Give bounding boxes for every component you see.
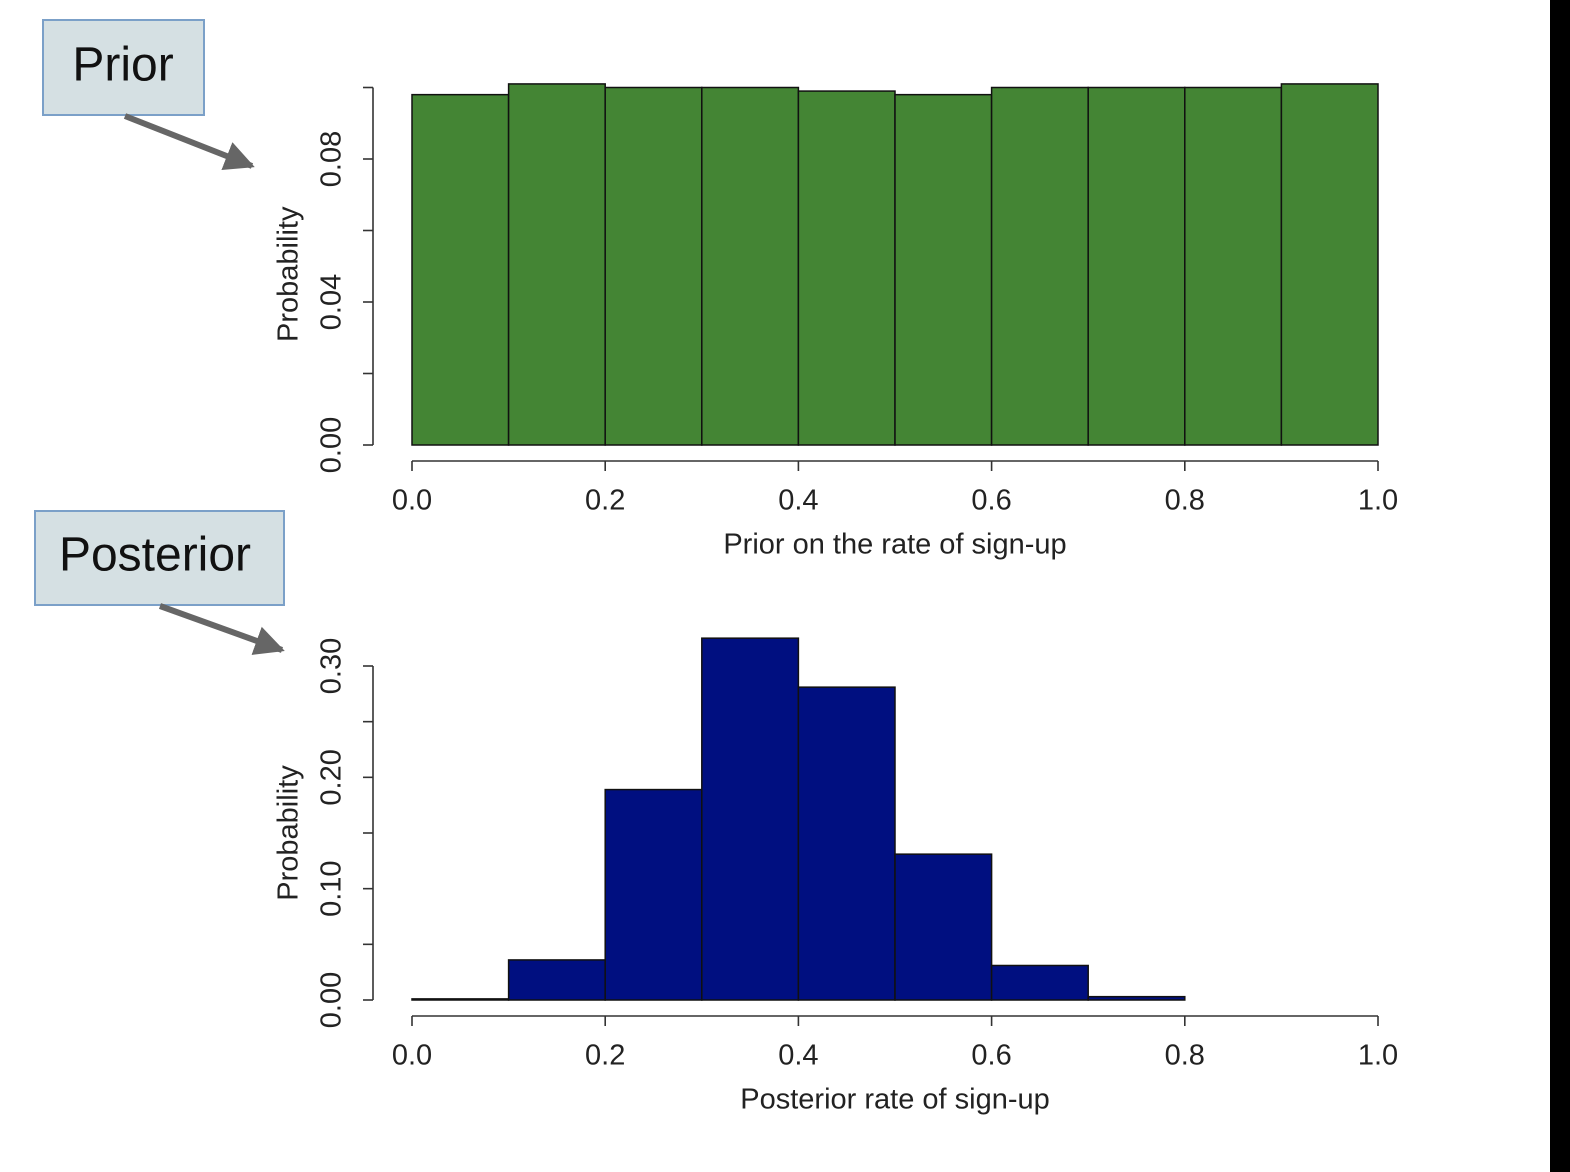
bar [701,637,800,1001]
bar [1280,83,1379,446]
x-tick-label: 1.0 [1358,485,1398,517]
bar [701,86,800,446]
x-tick-label: 0.8 [1165,1040,1205,1072]
x-tick-label: 0.0 [392,1040,432,1072]
x-tick-label: 0.4 [778,485,818,517]
bar [894,853,993,1001]
bar [604,86,703,446]
annotation-box [34,510,285,606]
y-tick-label: 0.20 [316,749,348,805]
bar [894,93,993,446]
annotation-box [42,19,205,116]
x-tick-label: 0.6 [971,485,1011,517]
bar [507,83,606,446]
x-axis-label: Posterior rate of sign-up [740,1084,1049,1116]
y-tick-label: 0.00 [316,972,348,1028]
bar [990,964,1089,1001]
x-tick-label: 0.2 [585,1040,625,1072]
bar [507,959,606,1001]
edge [1550,0,1570,1172]
bar [411,998,510,1001]
y-tick-label: 0.10 [316,860,348,916]
x-tick-label: 0.8 [1165,485,1205,517]
bar [1184,86,1283,446]
y-tick-label: 0.00 [316,417,348,473]
x-tick-label: 1.0 [1358,1040,1398,1072]
x-tick-label: 0.2 [585,485,625,517]
y-tick-label: 0.04 [316,274,348,330]
x-tick-label: 0.0 [392,485,432,517]
bar [1087,86,1186,446]
y-tick-label: 0.08 [316,131,348,187]
y-axis-label: Probability [273,206,305,342]
annotation-arrow [158,603,285,655]
bar [411,93,510,446]
bar [797,90,896,446]
bar [604,788,703,1001]
x-tick-label: 0.6 [971,1040,1011,1072]
x-axis-label: Prior on the rate of sign-up [723,529,1066,561]
annotation: Posterior [59,529,251,582]
x-tick-label: 0.4 [778,1040,818,1072]
y-axis-label: Probability [273,765,305,901]
bar [990,86,1089,446]
bar [1087,995,1186,1001]
y-tick-label: 0.30 [316,638,348,694]
bar [797,686,896,1001]
annotation: Prior [72,39,173,92]
annotation-arrow [123,113,255,171]
